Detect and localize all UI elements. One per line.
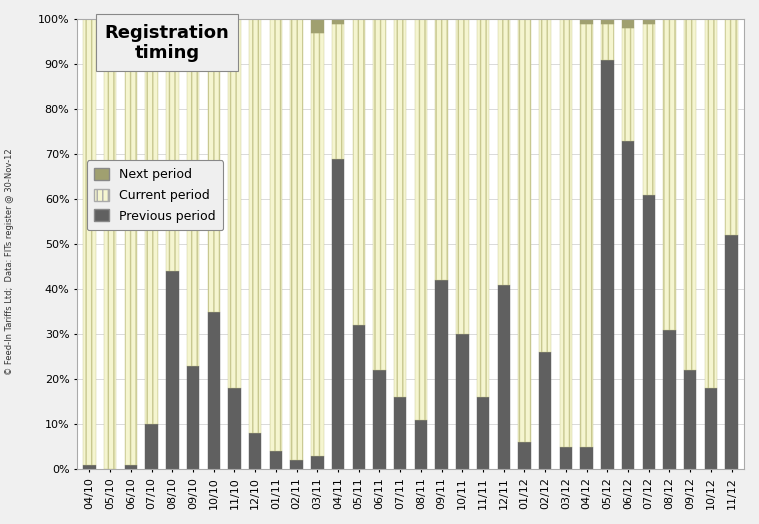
Bar <box>228 388 241 470</box>
Bar <box>477 19 490 397</box>
Bar <box>311 456 323 470</box>
Bar <box>228 19 241 388</box>
Legend: Next period, Current period, Previous period: Next period, Current period, Previous pe… <box>87 160 223 230</box>
Bar <box>622 19 635 28</box>
Bar <box>311 32 323 456</box>
Bar <box>539 352 551 470</box>
Bar <box>187 19 200 366</box>
Bar <box>704 19 717 388</box>
Bar <box>207 19 220 312</box>
Bar <box>373 370 386 470</box>
Bar <box>414 19 427 420</box>
Bar <box>663 19 676 330</box>
Bar <box>332 159 345 470</box>
Text: Registration
timing: Registration timing <box>105 24 229 62</box>
Bar <box>456 19 468 334</box>
Bar <box>559 447 572 470</box>
Bar <box>269 451 282 470</box>
Bar <box>311 19 323 32</box>
Bar <box>166 271 178 470</box>
Bar <box>291 19 303 461</box>
Bar <box>83 19 96 465</box>
Bar <box>373 19 386 370</box>
Bar <box>414 420 427 470</box>
Bar <box>249 19 261 433</box>
Bar <box>352 19 365 325</box>
Bar <box>497 19 510 285</box>
Bar <box>394 19 406 397</box>
Bar <box>497 285 510 470</box>
Bar <box>332 24 345 159</box>
Bar <box>684 370 696 470</box>
Bar <box>581 447 593 470</box>
Bar <box>83 465 96 470</box>
Bar <box>726 19 738 235</box>
Bar <box>104 19 116 470</box>
Bar <box>456 334 468 470</box>
Bar <box>291 461 303 470</box>
Bar <box>207 312 220 470</box>
Bar <box>518 442 531 470</box>
Bar <box>684 19 696 370</box>
Bar <box>352 325 365 470</box>
Bar <box>124 19 137 465</box>
Bar <box>124 465 137 470</box>
Bar <box>166 19 178 271</box>
Bar <box>559 19 572 447</box>
Bar <box>477 397 490 470</box>
Bar <box>269 19 282 451</box>
Bar <box>332 19 345 24</box>
Bar <box>539 19 551 352</box>
Bar <box>249 433 261 470</box>
Bar <box>643 19 655 24</box>
Bar <box>581 24 593 447</box>
Bar <box>601 60 613 470</box>
Bar <box>663 330 676 470</box>
Bar <box>146 424 158 470</box>
Bar <box>643 24 655 194</box>
Bar <box>394 397 406 470</box>
Bar <box>436 280 448 470</box>
Bar <box>643 194 655 470</box>
Text: © Feed-In Tariffs Ltd;  Data: FITs register @ 30-Nov-12: © Feed-In Tariffs Ltd; Data: FITs regist… <box>5 149 14 375</box>
Bar <box>518 19 531 442</box>
Bar <box>622 140 635 470</box>
Bar <box>581 19 593 24</box>
Bar <box>704 388 717 470</box>
Bar <box>601 19 613 24</box>
Bar <box>622 28 635 140</box>
Bar <box>187 366 200 470</box>
Bar <box>601 24 613 60</box>
Bar <box>436 19 448 280</box>
Bar <box>726 235 738 470</box>
Bar <box>146 19 158 424</box>
